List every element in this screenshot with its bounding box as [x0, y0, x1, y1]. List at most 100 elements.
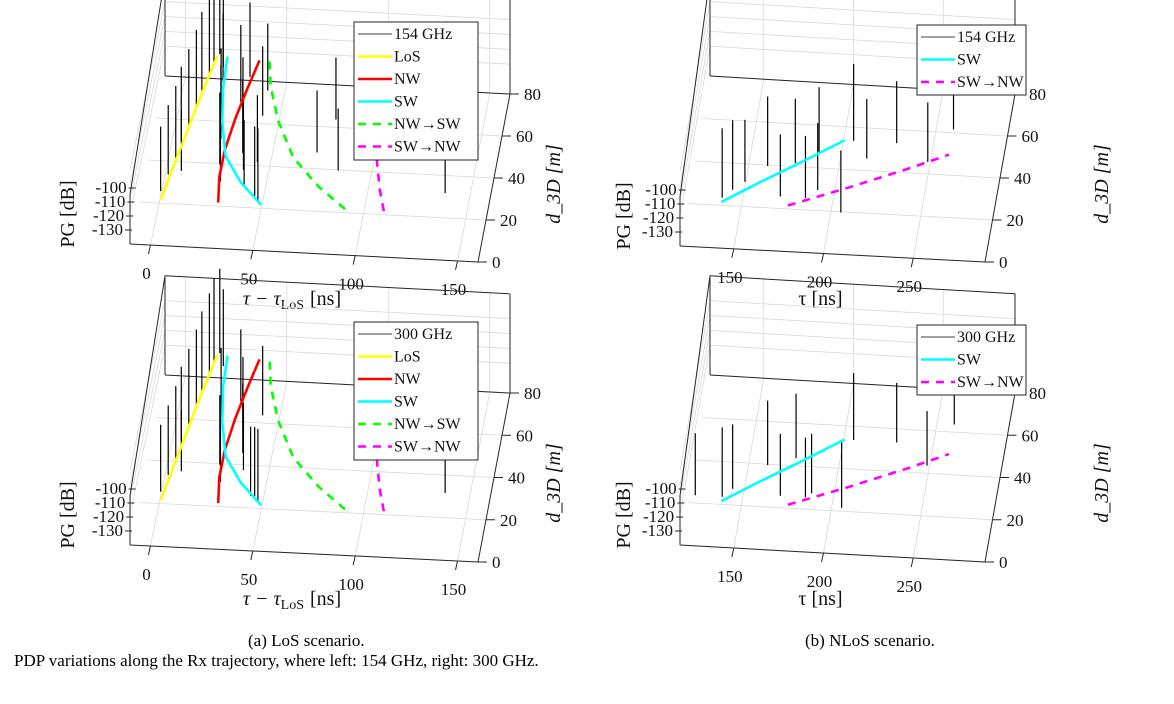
legend: 154 GHz LoS NW SW NW→SW SW→NW — [353, 21, 479, 161]
d3d-axis-label: d_3D [m] — [1091, 144, 1113, 223]
d-tick-label: 60 — [1022, 426, 1039, 445]
grid-line — [164, 1, 511, 20]
legend-box — [353, 321, 479, 461]
d3d-axis-label: d_3D [m] — [543, 443, 565, 522]
x-tick-label: 50 — [240, 269, 257, 288]
series-sw — [220, 355, 263, 507]
legend: 300 GHz SW SW→NW — [916, 324, 1027, 396]
pg-tick-label: -100 — [95, 178, 126, 197]
d-tick-label: 20 — [500, 511, 517, 530]
x-tick-label: 100 — [338, 575, 364, 594]
axes-box: 0 50 100 150 0 20 40 60 80 -100-110-120-130 — [92, 0, 541, 299]
x-tick — [250, 250, 254, 260]
grid-line — [679, 330, 711, 501]
x-tick-label: 150 — [441, 280, 467, 299]
x-tick — [147, 244, 151, 255]
d-tick-label: 0 — [492, 553, 501, 572]
panel-los-154: 0 50 100 150 0 20 40 60 80 -100-110-120-130 PG [dB… — [57, 0, 565, 313]
panel-nlos-300: 150 200 250 0 20 40 60 80 -100-110-120-130 PG [dB… — [613, 275, 1113, 610]
pg-axis-label: PG [dB] — [57, 481, 79, 548]
axis-edge — [129, 243, 479, 263]
grid-line — [129, 46, 166, 215]
legend-label: SW — [394, 94, 419, 111]
pg-axis-label: PG [dB] — [57, 180, 79, 247]
grid-line — [694, 459, 1001, 478]
legend-label: 300 GHz — [394, 326, 452, 343]
x-axis-label-main: τ − τ — [243, 288, 282, 310]
pg-tick-label: -110 — [645, 194, 676, 213]
d-tick-label: 20 — [500, 211, 517, 230]
x-tick — [455, 560, 459, 571]
pg-tick-label: -100 — [645, 479, 676, 498]
legend: 154 GHz SW SW→NW — [916, 24, 1027, 96]
x-tick-label: 250 — [896, 277, 922, 296]
legend-label: LoS — [394, 349, 421, 366]
axis-edge — [679, 245, 986, 263]
axis-edge — [129, 275, 166, 496]
series-sw — [720, 139, 846, 204]
pg-tick-label: -120 — [93, 507, 124, 526]
legend-box — [353, 21, 479, 161]
series-sw — [220, 56, 263, 206]
grid-line — [679, 31, 711, 202]
grid-line — [687, 502, 993, 521]
axis-edge — [129, 0, 162, 195]
d-tick-label: 60 — [516, 127, 533, 146]
pg-tick-label: -130 — [92, 521, 123, 540]
x-tick — [147, 545, 151, 556]
x-tick-label: 200 — [807, 572, 833, 591]
figure-caption: PDP variations along the Rx trajectory, … — [14, 651, 539, 670]
axes-box: 0 50 100 150 0 20 40 60 80 -100-110-120-130 — [92, 275, 541, 599]
axis-edge — [709, 275, 1016, 295]
grid-line — [164, 300, 511, 319]
series-nw-to-sw — [268, 60, 346, 211]
axis-edge — [679, 275, 711, 496]
grid-line — [702, 417, 1008, 436]
x-tick-label: 50 — [240, 570, 257, 589]
grid-line — [687, 203, 993, 221]
x-tick — [731, 248, 735, 258]
legend-label: SW — [957, 52, 982, 69]
grid-line — [702, 118, 1008, 137]
grid-line — [679, 46, 711, 217]
d3d-axis-label: d_3D [m] — [543, 144, 565, 223]
x-tick-label: 150 — [717, 567, 743, 586]
axis-edge — [679, 0, 708, 197]
pg-tick-label: -120 — [643, 208, 674, 227]
d-tick-label: 80 — [524, 85, 541, 104]
pg-axis-label: PG [dB] — [613, 481, 635, 548]
x-tick-label: 0 — [142, 565, 151, 584]
x-tick — [455, 260, 459, 271]
grid-line — [709, 1, 1016, 20]
x-tick — [910, 557, 914, 568]
panel-los-300: 0 50 100 150 0 20 40 60 80 -100-110-120-130 PG [dB… — [57, 268, 565, 613]
x-tick — [821, 253, 825, 263]
subcaption-b: (b) NLoS scenario. — [805, 631, 935, 650]
d-tick-label: 80 — [524, 384, 541, 403]
d-tick-label: 80 — [1029, 384, 1046, 403]
axis-edge — [164, 275, 511, 295]
x-axis-label-main: τ − τ — [243, 588, 282, 610]
subcaption-a: (a) LoS scenario. — [248, 631, 365, 650]
legend-label: SW→NW — [957, 74, 1025, 91]
x-tick-label: 150 — [441, 580, 467, 599]
pg-tick-label: -120 — [643, 507, 674, 526]
d-tick-label: 60 — [516, 426, 533, 445]
series-sw-to-nw — [787, 452, 950, 507]
x-axis-label-unit: [ns] — [310, 588, 341, 610]
axis-edge — [679, 544, 986, 563]
grid-line — [138, 201, 487, 221]
x-tick-label: 0 — [142, 264, 151, 283]
x-tick — [352, 255, 356, 265]
series-sw-to-nw — [787, 153, 950, 207]
series-los — [159, 354, 219, 501]
pdp-impulses — [721, 63, 955, 213]
pg-tick-label: -130 — [642, 521, 673, 540]
d-tick-label: 20 — [1007, 211, 1024, 230]
legend-label: 154 GHz — [394, 26, 452, 43]
x-axis-label: τ [ns] — [798, 588, 842, 610]
grid-line — [147, 159, 495, 179]
axis-edge — [129, 544, 479, 563]
series-nw — [216, 358, 261, 504]
